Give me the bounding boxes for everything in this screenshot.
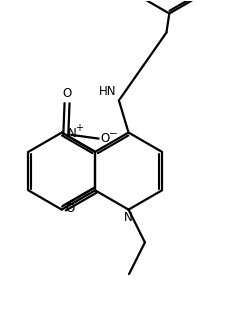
Text: HN: HN: [99, 85, 116, 98]
Text: O: O: [66, 202, 75, 215]
Text: N: N: [68, 127, 76, 140]
Text: +: +: [75, 123, 83, 133]
Text: N: N: [124, 211, 133, 224]
Text: −: −: [109, 129, 118, 139]
Text: O: O: [62, 87, 72, 99]
Text: O: O: [100, 132, 110, 145]
